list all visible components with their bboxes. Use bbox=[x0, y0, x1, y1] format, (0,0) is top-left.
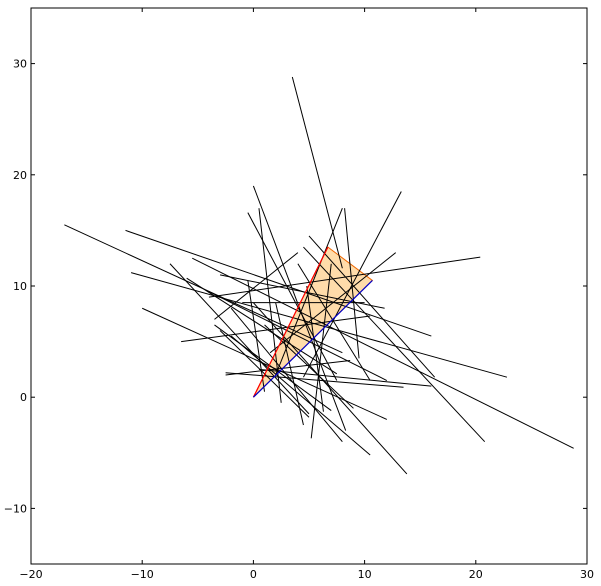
segment-35 bbox=[269, 252, 397, 354]
segment-14 bbox=[181, 315, 371, 343]
y-tick-label: 0 bbox=[20, 391, 27, 404]
segment-18 bbox=[208, 256, 481, 298]
x-tick-label: −10 bbox=[131, 568, 154, 581]
segment-32 bbox=[344, 208, 360, 359]
segment-21 bbox=[291, 76, 343, 269]
y-tick-label: −10 bbox=[4, 502, 27, 515]
segment-17 bbox=[225, 360, 351, 376]
segment-31 bbox=[275, 207, 343, 376]
segment-13 bbox=[230, 335, 371, 456]
ray-left bbox=[252, 246, 329, 398]
segment-9 bbox=[169, 263, 310, 415]
ticks-layer bbox=[30, 8, 588, 564]
y-tick-label: 30 bbox=[13, 58, 27, 71]
segment-37 bbox=[258, 368, 432, 387]
y-tick-label: 20 bbox=[13, 169, 27, 182]
segment-36 bbox=[253, 302, 408, 475]
segment-8 bbox=[186, 277, 338, 375]
ray-right bbox=[252, 280, 373, 398]
segment-11 bbox=[230, 307, 343, 443]
segment-29 bbox=[310, 263, 332, 439]
segment-28 bbox=[306, 285, 324, 412]
segment-7 bbox=[208, 291, 388, 381]
segment-26 bbox=[275, 302, 304, 426]
x-tick-label: −20 bbox=[19, 568, 42, 581]
segment-2 bbox=[125, 229, 432, 337]
segment-22 bbox=[252, 185, 347, 431]
segment-33 bbox=[303, 246, 486, 443]
segment-16 bbox=[225, 372, 404, 388]
segment-20 bbox=[247, 280, 266, 392]
x-tick-label: 20 bbox=[469, 568, 483, 581]
segment-10 bbox=[214, 324, 332, 411]
data-layer bbox=[64, 76, 574, 475]
tick-labels-layer: −20 −10 0 10 20 30 −10 0 10 20 30 bbox=[4, 58, 594, 581]
x-tick-label: 30 bbox=[580, 568, 594, 581]
x-tick-label: 0 bbox=[250, 568, 257, 581]
segment-34 bbox=[308, 235, 436, 378]
segment-15 bbox=[214, 252, 299, 320]
y-tick-label: 10 bbox=[13, 280, 27, 293]
x-tick-label: 10 bbox=[358, 568, 372, 581]
